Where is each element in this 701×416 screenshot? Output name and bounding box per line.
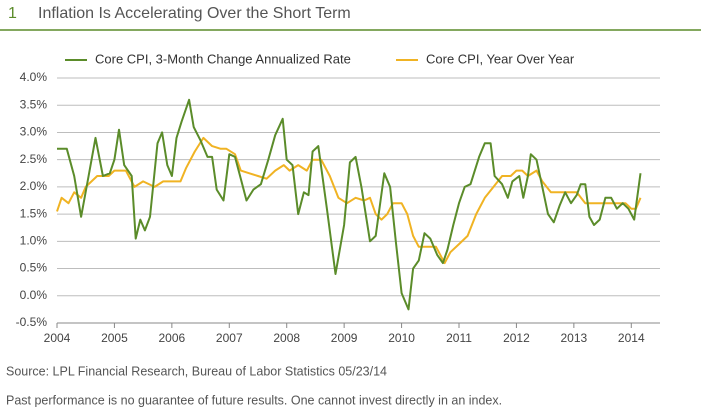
x-tick-label: 2005 [101,331,128,345]
legend-label: Core CPI, 3-Month Change Annualized Rate [95,51,351,66]
y-tick-label: 1.0% [20,234,48,248]
x-tick-label: 2006 [159,331,186,345]
source: Source: LPL Financial Research, Bureau o… [6,364,387,378]
x-tick-label: 2010 [388,331,415,345]
x-tick-label: 2008 [273,331,300,345]
y-tick-label: -0.5% [16,315,48,329]
y-tick-label: 0.0% [20,288,48,302]
y-tick-label: 1.5% [20,206,48,220]
y-tick-label: 3.0% [20,125,48,139]
y-tick-label: 4.0% [20,70,48,84]
x-tick-label: 2004 [44,331,71,345]
x-tick-label: 2011 [446,331,472,345]
x-tick-label: 2007 [216,331,243,345]
x-tick-label: 2012 [503,331,530,345]
series-line [56,136,642,265]
y-tick-label: 2.5% [20,152,48,166]
legend-label: Core CPI, Year Over Year [426,51,575,66]
chart-number: 1 [8,5,17,22]
y-tick-label: 3.5% [20,97,48,111]
chart-title: Inflation Is Accelerating Over the Short… [38,5,351,22]
x-tick-label: 2014 [618,331,645,345]
y-tick-label: 2.0% [20,179,48,193]
note: Past performance is no guarantee of futu… [6,393,502,407]
x-tick-label: 2009 [331,331,358,345]
x-tick-label: 2013 [561,331,588,345]
y-tick-label: 0.5% [20,261,48,275]
series-line [57,98,642,311]
